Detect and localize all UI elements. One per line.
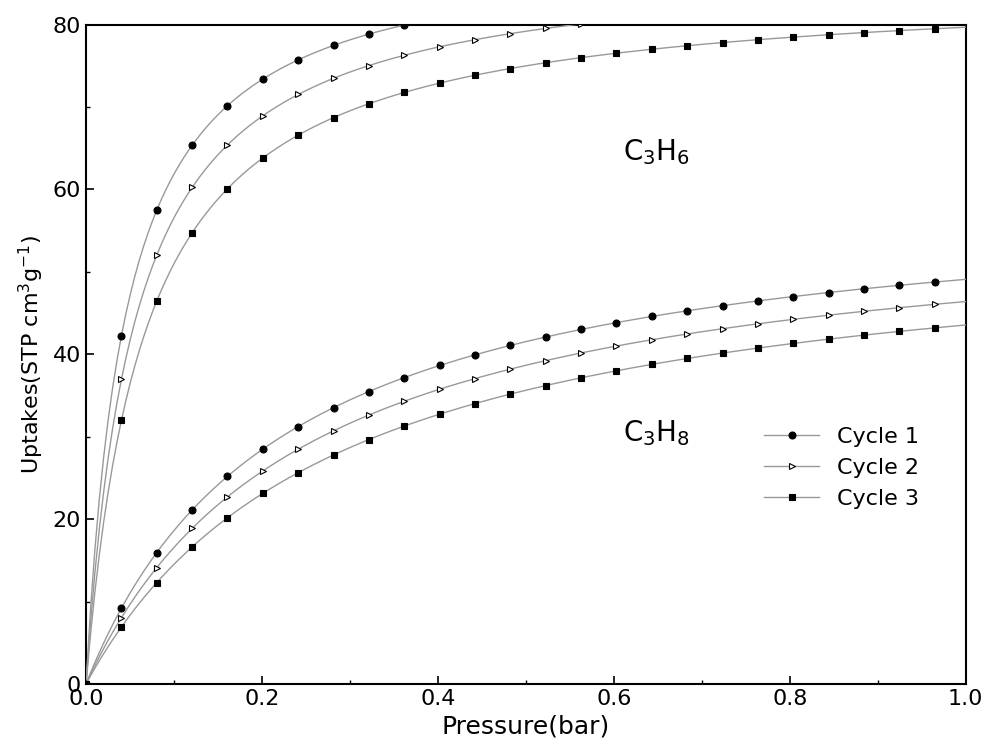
Y-axis label: Uptakes(STP cm$^3$g$^{-1}$): Uptakes(STP cm$^3$g$^{-1}$) [17,235,46,474]
Text: C$_3$H$_6$: C$_3$H$_6$ [623,137,690,168]
Text: C$_3$H$_8$: C$_3$H$_8$ [623,418,690,448]
Legend: Cycle 1, Cycle 2, Cycle 3: Cycle 1, Cycle 2, Cycle 3 [755,418,928,518]
X-axis label: Pressure(bar): Pressure(bar) [442,714,610,738]
